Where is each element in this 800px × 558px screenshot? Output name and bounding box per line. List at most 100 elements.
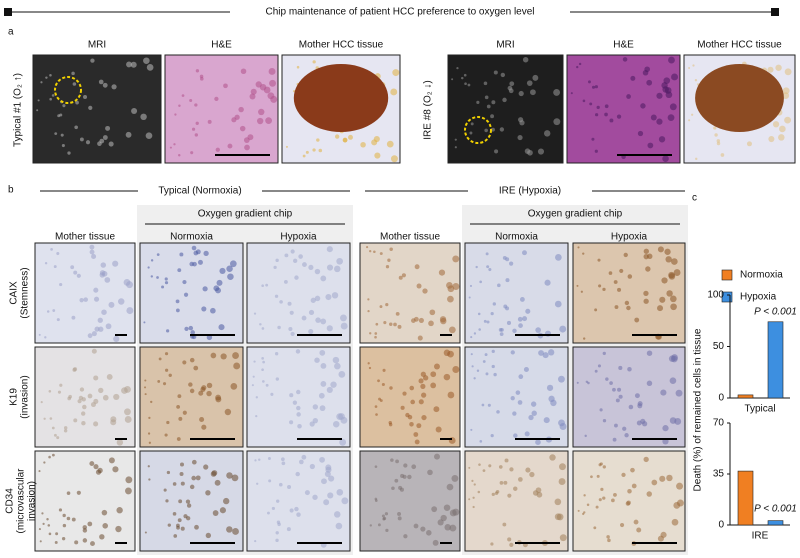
texture <box>66 491 71 495</box>
texture <box>411 464 417 470</box>
texture <box>470 353 473 356</box>
texture <box>594 113 599 117</box>
texture <box>671 258 678 265</box>
texture <box>495 489 500 494</box>
texture <box>40 81 43 84</box>
row-label: CD34 <box>5 488 16 514</box>
texture <box>583 337 586 340</box>
texture <box>289 508 294 513</box>
texture <box>43 417 46 420</box>
texture <box>576 65 579 69</box>
texture <box>293 258 298 264</box>
texture <box>286 527 291 532</box>
texture <box>227 143 233 149</box>
chip-header: Oxygen gradient chip <box>198 209 293 220</box>
texture <box>782 87 790 95</box>
texture <box>124 487 132 495</box>
texture <box>606 535 610 539</box>
texture <box>102 394 109 401</box>
column-header: Hypoxia <box>280 232 317 243</box>
texture <box>74 125 78 130</box>
texture <box>477 490 481 494</box>
texture <box>91 331 97 337</box>
texture <box>646 380 653 386</box>
bar <box>767 520 784 526</box>
texture <box>230 383 238 390</box>
roi <box>464 116 492 144</box>
texture <box>320 275 327 282</box>
texture <box>447 391 455 399</box>
texture <box>290 249 295 254</box>
texture <box>447 295 454 303</box>
texture <box>416 283 422 289</box>
y-tick-label: 50 <box>713 341 725 352</box>
texture <box>269 79 277 87</box>
texture <box>492 302 496 306</box>
texture <box>271 506 275 511</box>
texture <box>784 68 792 76</box>
texture <box>292 400 298 405</box>
texture <box>596 474 600 478</box>
texture <box>381 382 385 387</box>
image <box>572 346 686 448</box>
texture <box>775 64 782 71</box>
texture <box>319 456 325 463</box>
texture <box>593 526 597 530</box>
texture <box>277 325 281 330</box>
texture <box>694 79 698 82</box>
texture <box>548 349 555 356</box>
texture <box>451 78 454 81</box>
texture <box>70 265 75 270</box>
texture <box>490 311 494 316</box>
texture <box>176 523 180 528</box>
texture <box>62 513 66 518</box>
texture <box>212 510 219 516</box>
column-header: Mother tissue <box>55 232 115 243</box>
texture <box>383 516 387 521</box>
texture <box>284 253 289 258</box>
texture <box>200 77 204 81</box>
texture <box>543 417 550 424</box>
texture <box>47 524 51 527</box>
texture <box>515 390 521 395</box>
row-label: K19 <box>9 388 20 406</box>
texture <box>254 539 257 543</box>
texture <box>214 96 219 102</box>
texture <box>669 103 677 111</box>
texture <box>438 269 446 276</box>
texture <box>595 505 599 509</box>
texture <box>525 308 531 314</box>
texture <box>250 88 257 95</box>
texture <box>409 385 415 391</box>
texture <box>612 387 616 392</box>
texture <box>205 490 211 496</box>
texture <box>164 277 168 281</box>
texture <box>517 400 523 405</box>
texture <box>312 60 316 64</box>
texture <box>369 524 372 527</box>
texture <box>430 371 437 378</box>
texture <box>668 355 676 362</box>
texture <box>56 252 60 256</box>
texture <box>249 93 256 100</box>
texture <box>147 266 150 269</box>
texture <box>320 362 327 369</box>
texture <box>660 389 667 396</box>
texture <box>195 121 199 125</box>
texture <box>188 382 193 387</box>
texture <box>252 375 255 378</box>
texture <box>336 257 343 265</box>
texture <box>417 335 423 341</box>
texture <box>91 254 97 260</box>
texture <box>646 350 653 356</box>
texture <box>416 423 422 429</box>
texture <box>88 105 93 111</box>
texture <box>184 326 189 331</box>
texture <box>499 480 504 485</box>
y-tick-label: 0 <box>718 393 724 404</box>
texture <box>518 374 524 380</box>
texture <box>366 246 369 249</box>
texture <box>87 393 93 399</box>
texture <box>305 150 309 154</box>
texture <box>643 298 649 304</box>
